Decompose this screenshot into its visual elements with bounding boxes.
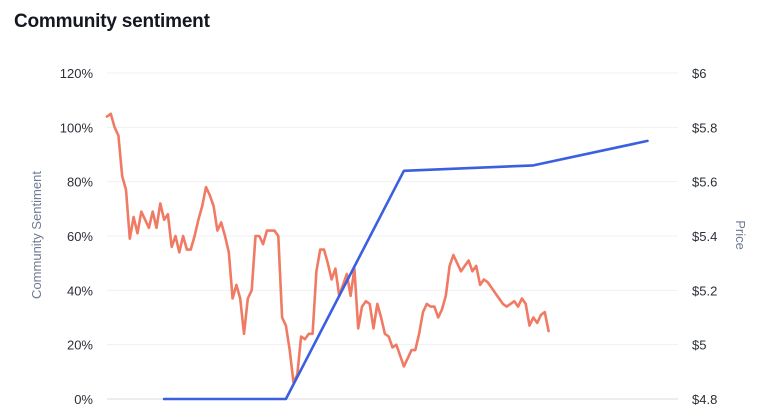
left-axis-ticks: 0% 20% 40% 60% 80% 100% 120% [60,66,94,407]
grid-layer [107,72,678,400]
series-layer [105,112,649,401]
right-tick-label: $6 [692,66,706,81]
left-tick-label: 20% [67,338,93,353]
right-tick-label: $4.8 [692,392,717,407]
sentiment-series-line [105,112,550,385]
right-tick-label: $5.2 [692,283,717,298]
right-axis-ticks: $4.8 $5 $5.2 $5.4 $5.6 $5.8 $6 [692,66,717,407]
left-tick-label: 80% [67,175,93,190]
left-tick-label: 120% [60,66,94,81]
left-tick-label: 60% [67,229,93,244]
right-axis-label: Price [733,220,748,250]
left-tick-label: 40% [67,283,93,298]
left-axis-label: Community Sentiment [29,171,44,299]
right-tick-label: $5.4 [692,229,717,244]
right-tick-label: $5.6 [692,175,717,190]
left-tick-label: 100% [60,120,94,135]
price-series-line [162,139,649,401]
right-tick-label: $5.8 [692,120,717,135]
left-tick-label: 0% [74,392,93,407]
right-tick-label: $5 [692,338,706,353]
chart-title: Community sentiment [14,11,210,32]
